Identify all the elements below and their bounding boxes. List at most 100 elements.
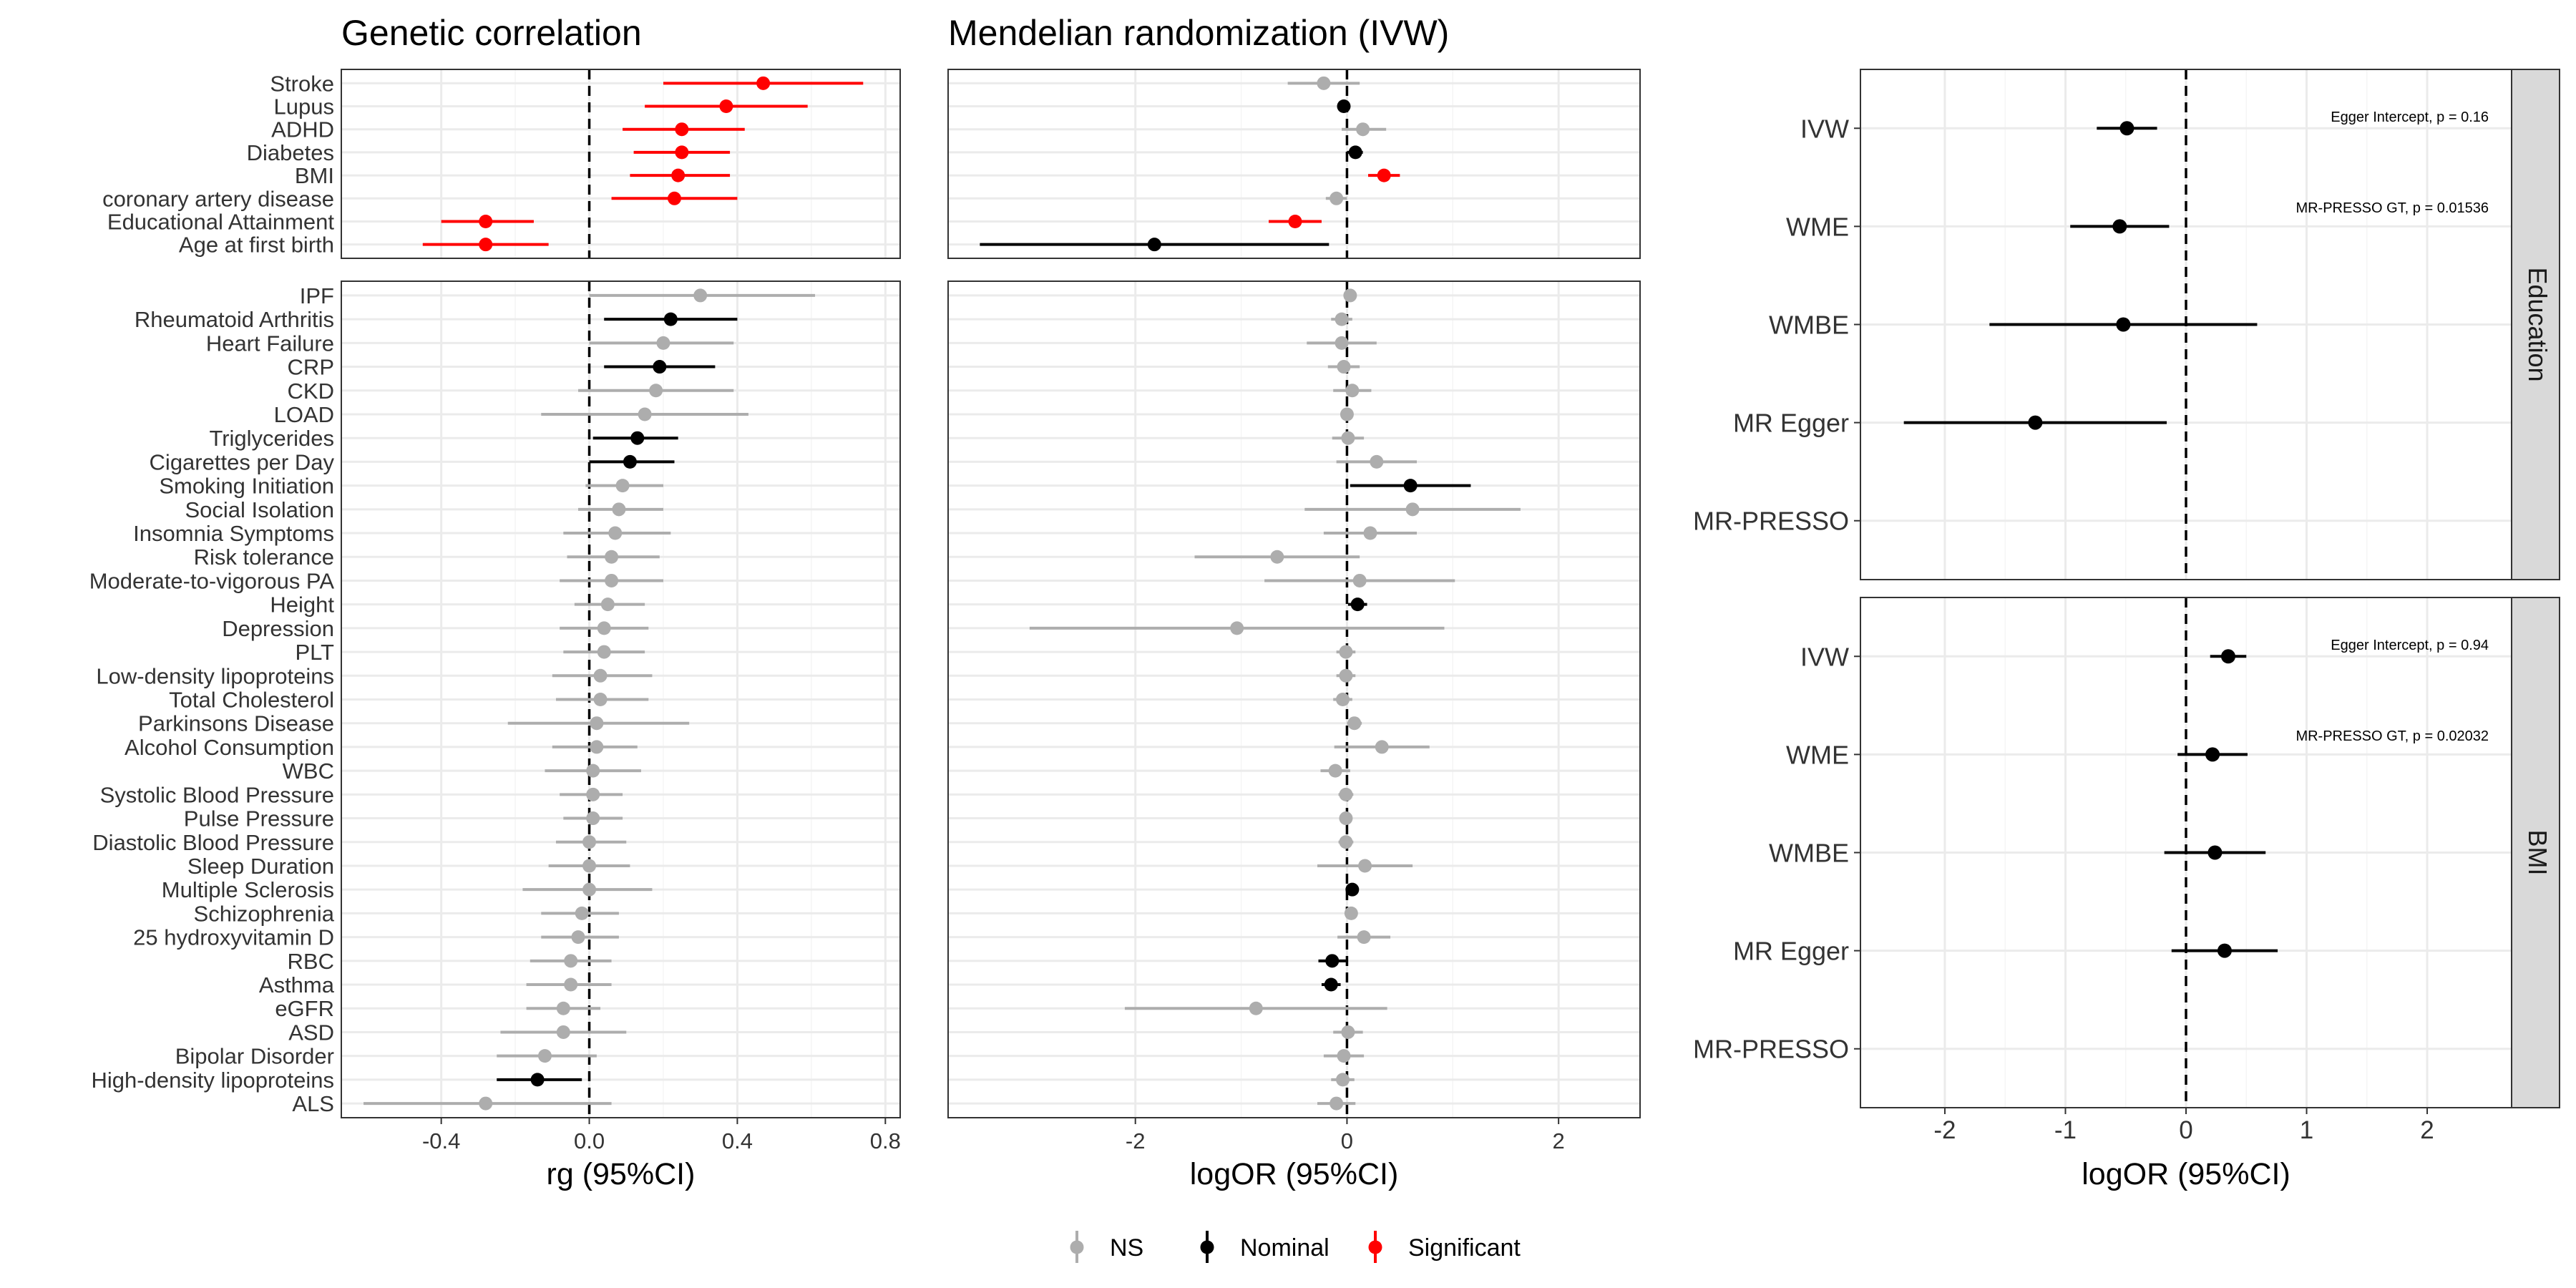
estimate-point: [582, 882, 597, 897]
row-label: High-density lipoproteins: [92, 1068, 334, 1093]
estimate-point: [1339, 645, 1353, 659]
row-label: Alcohol Consumption: [125, 735, 334, 760]
estimate-point: [582, 835, 597, 849]
row-label: Systolic Blood Pressure: [100, 782, 334, 807]
estimate-point: [1337, 360, 1351, 374]
estimate-point: [1147, 238, 1161, 252]
estimate-point: [675, 122, 689, 137]
estimate-point: [1343, 288, 1357, 303]
estimate-point: [1339, 835, 1353, 849]
row-label: Educational Attainment: [107, 209, 334, 234]
estimate-point: [2220, 649, 2235, 664]
estimate-point: [1317, 76, 1331, 90]
estimate-point: [1330, 191, 1344, 205]
estimate-point: [575, 906, 589, 920]
x-tick-label: 1: [2300, 1116, 2313, 1144]
chart-title: Genetic correlation: [341, 13, 642, 53]
row-label: Heart Failure: [206, 331, 334, 356]
estimate-point: [564, 977, 578, 992]
estimate-point: [1345, 882, 1360, 897]
estimate-point: [630, 431, 645, 445]
estimate-point: [1350, 597, 1365, 612]
category-label: IVW: [1800, 642, 1849, 671]
x-tick-label: 0: [1341, 1128, 1353, 1153]
row-label: Total Cholesterol: [169, 688, 334, 713]
estimate-point: [663, 312, 678, 326]
estimate-point: [1341, 1025, 1355, 1039]
estimate-point: [1336, 1073, 1350, 1087]
estimate-point: [571, 930, 585, 945]
estimate-point: [1340, 407, 1354, 421]
row-label: LOAD: [274, 402, 334, 427]
row-label: Cigarettes per Day: [150, 449, 335, 474]
row-label: Rheumatoid Arthritis: [135, 307, 334, 332]
estimate-point: [1335, 312, 1349, 326]
annotation-egger: Egger Intercept, p = 0.16: [2331, 109, 2489, 125]
row-label: Diastolic Blood Pressure: [92, 830, 334, 855]
estimate-point: [719, 99, 733, 114]
estimate-point: [1370, 454, 1384, 469]
estimate-point: [675, 145, 689, 160]
estimate-point: [2116, 317, 2131, 332]
x-axis-title: rg (95%CI): [547, 1157, 696, 1191]
category-label: WMBE: [1769, 839, 1849, 868]
estimate-point: [597, 621, 611, 635]
legend-label: Nominal: [1240, 1234, 1330, 1262]
estimate-point: [556, 1025, 570, 1039]
panel-frame: [947, 280, 1641, 1118]
row-label: Parkinsons Disease: [138, 711, 334, 736]
estimate-point: [649, 384, 663, 398]
row-label: ASD: [288, 1020, 334, 1045]
estimate-point: [623, 454, 637, 469]
estimate-point: [1337, 99, 1351, 114]
chart-title: Mendelian randomization (IVW): [948, 13, 1449, 53]
x-tick-label: -2: [1126, 1128, 1146, 1153]
row-label: CKD: [288, 379, 334, 404]
legend-key-point: [1070, 1240, 1084, 1254]
row-label: Insomnia Symptoms: [133, 521, 334, 546]
estimate-point: [582, 859, 597, 873]
row-label: Depression: [222, 616, 334, 641]
row-label: Social Isolation: [185, 497, 334, 522]
estimate-point: [1335, 336, 1349, 350]
row-label: Risk tolerance: [194, 545, 334, 570]
facet-strip-label: BMI: [2523, 829, 2552, 875]
row-label: Diabetes: [247, 140, 334, 165]
estimate-point: [479, 238, 493, 252]
estimate-point: [1377, 168, 1391, 182]
estimate-point: [1345, 384, 1360, 398]
estimate-point: [667, 191, 681, 205]
estimate-point: [2217, 943, 2232, 958]
estimate-point: [1352, 573, 1367, 587]
estimate-point: [590, 740, 604, 754]
legend-key-point: [1200, 1240, 1214, 1254]
facet-strip-label: Education: [2523, 267, 2552, 381]
facet-strip: [2511, 69, 2560, 580]
row-label: Multiple Sclerosis: [162, 877, 334, 902]
row-label: Lupus: [274, 94, 334, 119]
category-label: MR-PRESSO: [1693, 507, 1849, 536]
estimate-point: [1336, 693, 1350, 706]
estimate-point: [586, 763, 600, 778]
estimate-point: [756, 76, 771, 90]
x-tick-label: -1: [2054, 1116, 2077, 1144]
estimate-point: [600, 597, 615, 612]
estimate-point: [593, 693, 608, 706]
category-label: WME: [1786, 740, 1849, 769]
estimate-point: [1357, 930, 1371, 945]
estimate-point: [1339, 811, 1353, 826]
row-label: ALS: [292, 1091, 334, 1116]
row-label: Smoking Initiation: [159, 474, 334, 499]
estimate-point: [597, 645, 611, 659]
estimate-point: [586, 787, 600, 801]
estimate-point: [605, 573, 619, 587]
estimate-point: [479, 214, 493, 228]
estimate-point: [593, 668, 608, 683]
estimate-point: [615, 479, 630, 493]
annotation-presso: MR-PRESSO GT, p = 0.02032: [2296, 728, 2489, 744]
row-label: RBC: [288, 949, 334, 974]
estimate-point: [1348, 145, 1362, 160]
row-label: Pulse Pressure: [184, 806, 334, 831]
row-label: 25 hydroxyvitamin D: [133, 925, 334, 950]
